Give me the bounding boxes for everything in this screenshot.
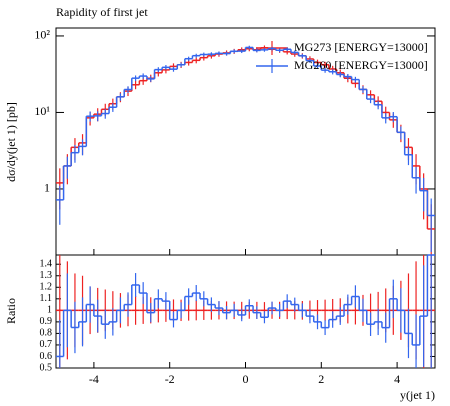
y-axis-label: dσ/dy(jet 1) [pb]	[4, 102, 18, 182]
x-tick-label: 2	[318, 372, 324, 386]
ratio-y-tick-label: 1.2	[40, 282, 53, 293]
ratio-y-tick-label: 0.9	[40, 316, 53, 327]
ratio-y-tick-label: 0.8	[40, 328, 53, 339]
x-tick-label: 4	[394, 372, 400, 386]
ratio-y-tick-label: 1.3	[40, 270, 53, 281]
x-tick-label: 0	[243, 372, 249, 386]
ratio-y-tick-label: 0.5	[40, 362, 53, 373]
y-tick-label: 10²	[34, 28, 50, 42]
ratio-y-tick-label: 1	[47, 305, 52, 316]
x-tick-label: -2	[165, 372, 175, 386]
ratio-y-tick-label: 0.6	[40, 351, 53, 362]
legend-label: MG273 [ENERGY=13000]	[294, 40, 428, 54]
x-axis-label: y(jet 1)	[400, 388, 435, 402]
ratio-y-tick-label: 0.7	[40, 339, 53, 350]
chart-title: Rapidity of first jet	[56, 5, 148, 19]
legend-label: MG260 [ENERGY=13000]	[294, 58, 428, 72]
x-tick-label: -4	[89, 372, 99, 386]
y-tick-label: 10¹	[34, 104, 50, 118]
y-tick-label: 1	[44, 181, 50, 195]
ratio-y-tick-label: 1.4	[40, 259, 53, 270]
ratio-y-tick-label: 1.1	[40, 293, 53, 304]
ratio-axis-label: Ratio	[4, 298, 18, 324]
